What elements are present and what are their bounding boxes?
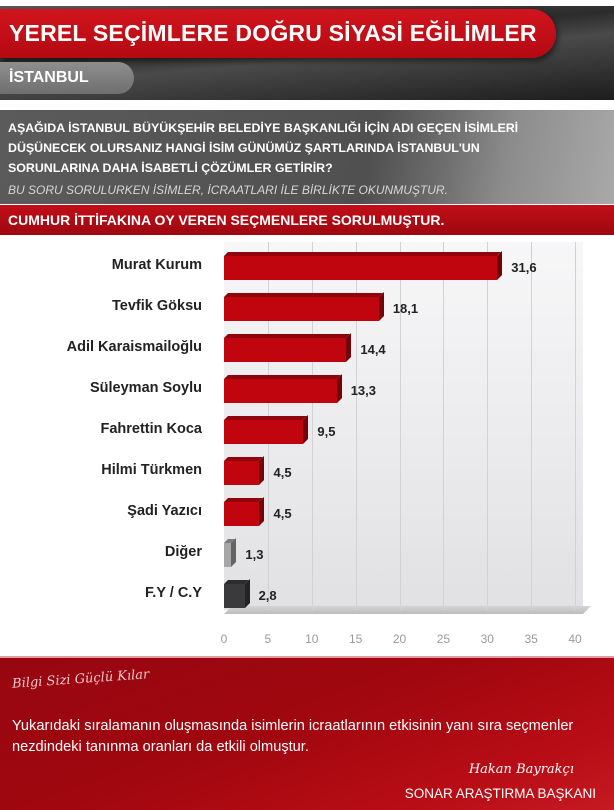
question-band xyxy=(0,110,614,204)
category-label: Murat Kurum xyxy=(111,257,202,273)
page-title: YEREL SEÇİMLERE DOĞRU SİYASİ EĞİLİMLER xyxy=(9,20,537,46)
x-tick-label: 40 xyxy=(568,632,582,646)
x-tick-label: 10 xyxy=(305,632,319,646)
gridline xyxy=(311,242,313,610)
bar-front xyxy=(224,502,260,526)
gridline xyxy=(531,242,533,610)
category-label: Diğer xyxy=(164,544,202,560)
city-pill xyxy=(0,62,134,94)
gridline xyxy=(355,242,357,610)
gridline xyxy=(399,242,401,610)
bar xyxy=(224,415,309,444)
bar-side xyxy=(378,292,384,321)
category-label: F.Y / C.Y xyxy=(145,585,202,601)
bar-side xyxy=(336,374,342,403)
chart-subtitle: CUMHUR İTTİFAKINA OY VEREN SEÇMENLERE SO… xyxy=(8,212,445,228)
bar-front xyxy=(224,584,245,608)
survey-question: AŞAĞIDA İSTANBUL BÜYÜKŞEHİR BELEDİYE BAŞ… xyxy=(8,121,519,175)
category-label: Süleyman Soylu xyxy=(89,380,202,396)
footer-note: Yukarıdaki sıralamanın oluşmasında isiml… xyxy=(12,718,574,755)
x-tick-label: 35 xyxy=(524,632,538,646)
bar-side xyxy=(259,456,265,485)
x-tick-label: 25 xyxy=(436,632,451,646)
bar-chart: 0 5 10 15 20 25 30 35 40 Murat Kurum 31,6 Tevfik Gö… xyxy=(0,236,614,656)
bar-front xyxy=(224,256,498,280)
value-label: 9,5 xyxy=(317,424,336,439)
x-tick-label: 30 xyxy=(480,632,494,646)
x-tick-label: 5 xyxy=(264,632,272,646)
gridline xyxy=(443,242,445,610)
value-label: 13,3 xyxy=(350,383,377,398)
bar-front xyxy=(224,379,337,403)
footer-divider xyxy=(0,656,614,658)
bar-front xyxy=(224,338,347,362)
signature: Hakan Bayrakçı xyxy=(468,762,574,777)
footer-band xyxy=(0,658,614,810)
bar-side xyxy=(497,251,503,280)
bar xyxy=(224,251,503,280)
value-label: 18,1 xyxy=(392,301,419,316)
value-label: 1,3 xyxy=(245,547,264,562)
value-label: 2,8 xyxy=(258,588,277,603)
bar xyxy=(224,497,265,526)
bar-front xyxy=(224,543,232,567)
bar-side xyxy=(244,579,250,608)
gridline xyxy=(487,242,489,610)
bar-front xyxy=(224,461,260,485)
bar xyxy=(224,292,384,321)
gridline xyxy=(575,242,576,610)
bar xyxy=(224,579,250,608)
bar xyxy=(224,456,265,485)
category-label: Tevfik Göksu xyxy=(112,298,202,314)
city-label: İSTANBUL xyxy=(9,69,89,86)
signature-title: SONAR ARAŞTIRMA BAŞKANI xyxy=(404,786,596,801)
category-label: Fahrettin Koca xyxy=(100,421,202,437)
bar-side xyxy=(259,497,265,526)
bar-front xyxy=(224,420,304,444)
bar xyxy=(224,538,237,567)
survey-note: BU SORU SORULURKEN İSİMLER, İCRAATLARI İ… xyxy=(8,183,448,197)
subtitle-band xyxy=(0,205,614,235)
bar xyxy=(224,374,342,403)
x-tick-label: 20 xyxy=(392,632,407,646)
category-label: Adil Karaismailoğlu xyxy=(66,339,202,355)
bar-side xyxy=(346,333,352,362)
bar-front xyxy=(224,297,379,321)
x-tick-label: 15 xyxy=(348,632,363,646)
bar xyxy=(224,333,352,362)
category-label: Hilmi Türkmen xyxy=(101,462,202,478)
bar-side xyxy=(231,538,237,567)
title-pill xyxy=(0,9,556,58)
category-label: Şadi Yazıcı xyxy=(127,503,202,519)
value-label: 14,4 xyxy=(360,342,386,357)
x-tick-label: 0 xyxy=(220,632,228,646)
value-label: 4,5 xyxy=(273,465,292,480)
value-label: 31,6 xyxy=(511,260,537,275)
plot-floor xyxy=(224,606,591,614)
value-label: 4,5 xyxy=(273,506,292,521)
bar-side xyxy=(303,415,309,444)
